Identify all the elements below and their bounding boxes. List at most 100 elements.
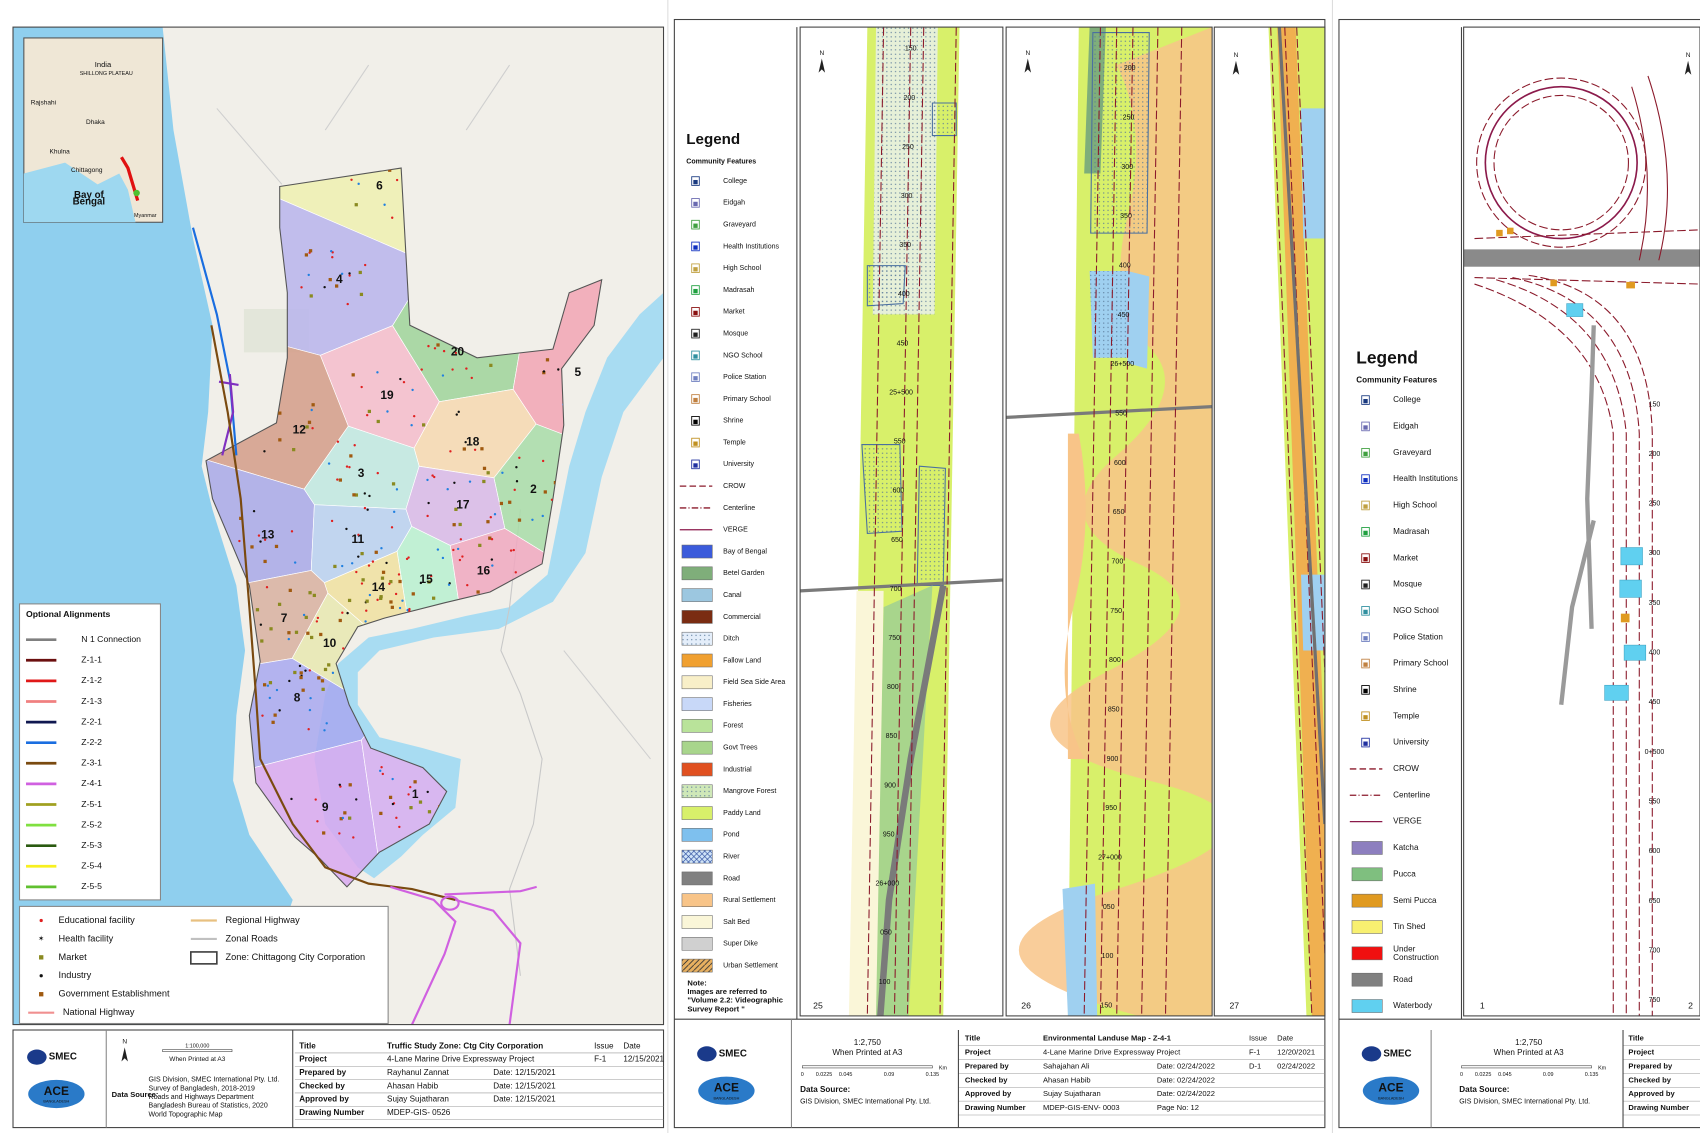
facility-point [250, 545, 254, 549]
facility-point [263, 683, 267, 687]
table-value: Date: 02/24/2022 [1157, 1089, 1215, 1098]
legend-label: NGO School [1393, 606, 1439, 615]
facility-point [518, 456, 521, 460]
facility-point [398, 825, 401, 829]
scale-note: When Printed at A3 [832, 1048, 902, 1057]
waterbody [1619, 579, 1642, 598]
legend-label: Graveyard [723, 222, 756, 229]
facility-point [389, 600, 393, 604]
scale-tick: 0 [801, 1072, 804, 1078]
facility-point [409, 785, 412, 789]
zone-label: 5 [575, 365, 582, 379]
facility-point [342, 647, 345, 650]
facility-point [330, 249, 333, 253]
facility-point [509, 549, 513, 552]
facility-point [331, 255, 334, 259]
chainage: 550 [894, 439, 906, 446]
scale-tick: 0.135 [1585, 1072, 1599, 1078]
legend-label: Pond [723, 832, 740, 839]
inset-label: Bay of Bengal [73, 190, 106, 208]
chainage: 400 [1119, 262, 1131, 269]
facility-point [278, 438, 282, 442]
legend-icon [1363, 557, 1368, 562]
building [1507, 227, 1514, 235]
scale-note: When Printed at A3 [1494, 1048, 1564, 1057]
facility-point [454, 507, 458, 511]
legend-label: Centerline [1393, 790, 1431, 799]
chainage: 350 [1649, 600, 1661, 607]
legend-icon [693, 223, 698, 228]
facility-point [307, 728, 310, 731]
legend-label: Tin Shed [1393, 922, 1425, 931]
chainage: 400 [1649, 650, 1661, 657]
road [500, 509, 543, 976]
facility-point [388, 795, 393, 799]
facility-point [431, 474, 434, 477]
facility-point [346, 611, 349, 615]
zone-label: 2 [530, 482, 537, 496]
zone-label: 9 [322, 800, 329, 814]
facility-point [457, 410, 460, 414]
legend-label: University [723, 461, 754, 468]
facility-point [394, 592, 398, 596]
table-value: 12/20/2021 [1277, 1048, 1315, 1057]
strip-map [1268, 27, 1325, 1016]
north-label: N [122, 1039, 127, 1046]
facility-point [361, 578, 365, 582]
facility-point [360, 385, 363, 389]
facility-point [261, 714, 264, 717]
facility-point [263, 538, 267, 541]
facility-point [265, 586, 269, 589]
legend-fill [681, 544, 713, 559]
legend-fill [681, 653, 713, 668]
facility-point [399, 377, 402, 381]
facility-point [365, 413, 369, 417]
legend-subtitle: Community Features [1356, 376, 1437, 385]
facility-point [388, 582, 391, 585]
logo-globe [27, 1049, 47, 1065]
facility-point [348, 272, 351, 275]
chainage: 650 [1113, 509, 1125, 516]
facility-point [263, 450, 266, 453]
facility-point [298, 664, 302, 668]
scale-tick: 0.135 [926, 1072, 940, 1078]
chainage: 150 [905, 46, 917, 53]
legend-fill [681, 588, 713, 602]
chainage: 150 [1100, 1002, 1112, 1009]
facility-point [468, 480, 472, 483]
legend-label: VERGE [723, 527, 748, 534]
table-value: Sahajahan Ali [1043, 1061, 1090, 1070]
facility-point [480, 447, 484, 451]
table-label: Project [1628, 1048, 1654, 1057]
legend-fill [681, 806, 713, 820]
facility-point [314, 798, 317, 801]
zone-label: 7 [281, 611, 288, 625]
legend-label: Semi Pucca [1393, 896, 1437, 905]
strip-map [800, 27, 1003, 1016]
legend-fill [681, 740, 713, 755]
legend-label: Field Sea Side Area [723, 679, 785, 686]
chainage: 850 [1108, 706, 1120, 713]
alignment-loop [440, 895, 460, 911]
crow-line [1474, 229, 1700, 285]
zone-label: 1 [412, 787, 419, 801]
facility-point [441, 556, 445, 560]
facility-point [292, 448, 296, 452]
page-number: 26 [1021, 1000, 1031, 1010]
road [800, 578, 1003, 593]
legend-label: VERGE [1393, 817, 1422, 826]
facility-point [327, 462, 331, 465]
verge-line [1631, 75, 1668, 261]
legend-label: Govt Trees [723, 745, 758, 752]
facility-point [490, 558, 494, 561]
facility-point [447, 583, 451, 586]
legend-label: Graveyard [1393, 448, 1431, 457]
table-label: Approved by [1628, 1089, 1675, 1098]
logo-ace [698, 1076, 755, 1105]
facility-point [327, 663, 331, 667]
facility-point [405, 557, 409, 561]
facility-point [395, 816, 398, 820]
chainage: 900 [1107, 756, 1119, 763]
alignment-line [191, 227, 238, 456]
legend-fill [681, 719, 713, 733]
